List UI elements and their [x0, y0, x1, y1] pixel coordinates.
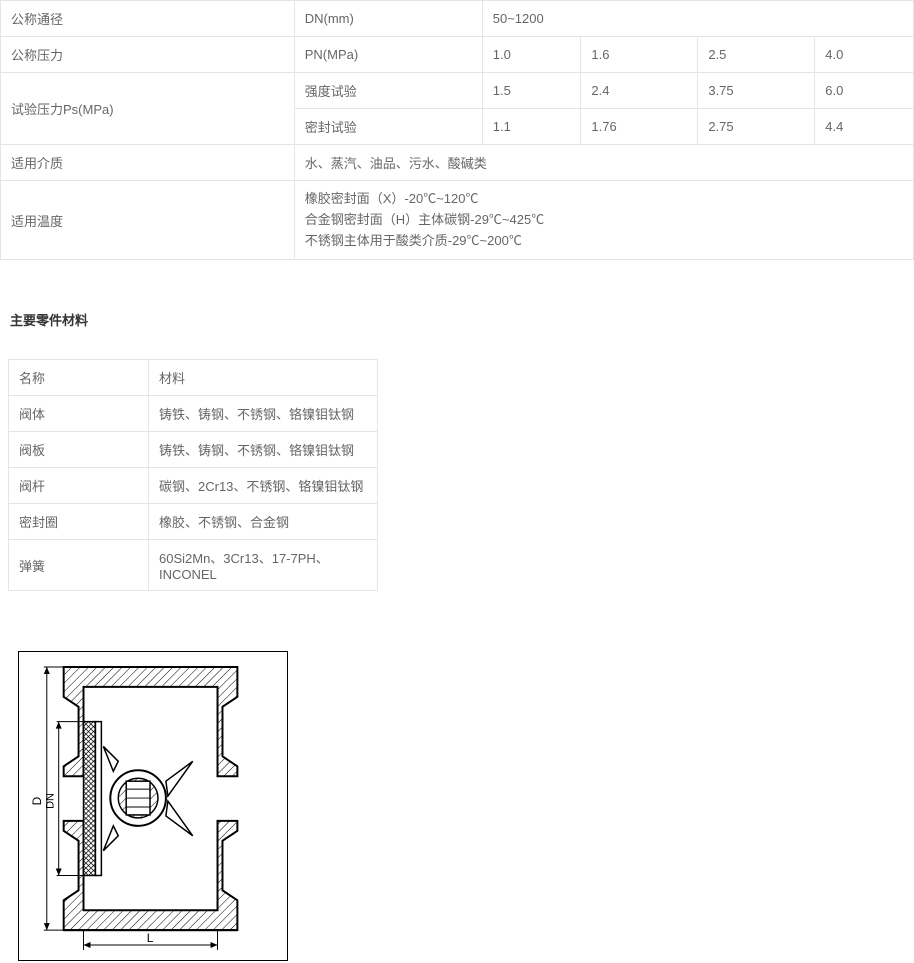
cell: 1.0 [482, 37, 581, 73]
dim-label-dn: DN [45, 794, 57, 810]
header-cell: 材料 [149, 360, 378, 396]
cell: 铸铁、铸钢、不锈钢、铬镍钼钛钢 [149, 396, 378, 432]
cell: 50~1200 [482, 1, 913, 37]
cell: 3.75 [698, 73, 815, 109]
cell: 6.0 [815, 73, 914, 109]
cell: 橡胶、不锈钢、合金钢 [149, 504, 378, 540]
table-row: 公称通径 DN(mm) 50~1200 [1, 1, 914, 37]
cell: 1.76 [581, 109, 698, 145]
cell-label: 适用温度 [1, 181, 295, 260]
section-title-materials: 主要零件材料 [10, 310, 914, 329]
cell: 1.1 [482, 109, 581, 145]
valve-diagram: D DN L [18, 651, 288, 961]
cell: 4.0 [815, 37, 914, 73]
cell: 弹簧 [9, 540, 149, 591]
table-row: 弹簧 60Si2Mn、3Cr13、17-7PH、INCONEL [9, 540, 378, 591]
table-row: 阀体 铸铁、铸钢、不锈钢、铬镍钼钛钢 [9, 396, 378, 432]
dim-label-d: D [30, 797, 44, 806]
materials-table: 名称 材料 阀体 铸铁、铸钢、不锈钢、铬镍钼钛钢 阀板 铸铁、铸钢、不锈钢、铬镍… [8, 359, 378, 591]
table-row: 适用介质 水、蒸汽、油品、污水、酸碱类 [1, 145, 914, 181]
cell: 1.6 [581, 37, 698, 73]
line: 橡胶密封面（X）-20℃~120℃ [305, 189, 903, 210]
table-row: 名称 材料 [9, 360, 378, 396]
cell: 2.4 [581, 73, 698, 109]
cell: 阀杆 [9, 468, 149, 504]
table-row: 试验压力Ps(MPa) 强度试验 1.5 2.4 3.75 6.0 [1, 73, 914, 109]
cell: DN(mm) [294, 1, 482, 37]
table-row: 适用温度 橡胶密封面（X）-20℃~120℃ 合金钢密封面（H）主体碳钢-29℃… [1, 181, 914, 260]
cell: 2.75 [698, 109, 815, 145]
spec-table: 公称通径 DN(mm) 50~1200 公称压力 PN(MPa) 1.0 1.6… [0, 0, 914, 260]
cell-label: 公称压力 [1, 37, 295, 73]
cell: 1.5 [482, 73, 581, 109]
dim-label-l: L [147, 931, 154, 945]
cell-multiline: 橡胶密封面（X）-20℃~120℃ 合金钢密封面（H）主体碳钢-29℃~425℃… [294, 181, 913, 260]
table-row: 阀板 铸铁、铸钢、不锈钢、铬镍钼钛钢 [9, 432, 378, 468]
line: 不锈钢主体用于酸类介质-29℃~200℃ [305, 231, 903, 252]
table-row: 密封圈 橡胶、不锈钢、合金钢 [9, 504, 378, 540]
cell: 阀体 [9, 396, 149, 432]
cell: 阀板 [9, 432, 149, 468]
cell: 4.4 [815, 109, 914, 145]
cell: PN(MPa) [294, 37, 482, 73]
cell-label: 公称通径 [1, 1, 295, 37]
cell: 密封试验 [294, 109, 482, 145]
cell: 水、蒸汽、油品、污水、酸碱类 [294, 145, 913, 181]
cell: 60Si2Mn、3Cr13、17-7PH、INCONEL [149, 540, 378, 591]
cell: 碳钢、2Cr13、不锈钢、铬镍钼钛钢 [149, 468, 378, 504]
diagram-svg: D DN L [19, 652, 287, 960]
header-cell: 名称 [9, 360, 149, 396]
cell: 密封圈 [9, 504, 149, 540]
line: 合金钢密封面（H）主体碳钢-29℃~425℃ [305, 210, 903, 231]
table-row: 阀杆 碳钢、2Cr13、不锈钢、铬镍钼钛钢 [9, 468, 378, 504]
cell-label: 适用介质 [1, 145, 295, 181]
cell: 强度试验 [294, 73, 482, 109]
cell: 2.5 [698, 37, 815, 73]
cell: 铸铁、铸钢、不锈钢、铬镍钼钛钢 [149, 432, 378, 468]
table-row: 公称压力 PN(MPa) 1.0 1.6 2.5 4.0 [1, 37, 914, 73]
cell-label: 试验压力Ps(MPa) [1, 73, 295, 145]
